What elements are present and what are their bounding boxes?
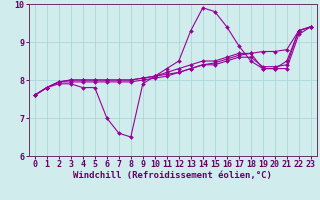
X-axis label: Windchill (Refroidissement éolien,°C): Windchill (Refroidissement éolien,°C)	[73, 171, 272, 180]
